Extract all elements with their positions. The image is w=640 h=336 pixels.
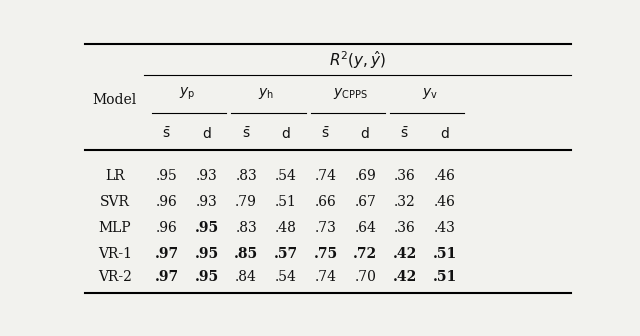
Text: .36: .36 [394, 221, 416, 235]
Text: .57: .57 [274, 247, 298, 261]
Text: .73: .73 [315, 221, 337, 235]
Text: .51: .51 [433, 270, 457, 284]
Text: MLP: MLP [99, 221, 131, 235]
Text: .83: .83 [236, 169, 257, 183]
Text: $R^2(y, \hat{y})$: $R^2(y, \hat{y})$ [329, 49, 387, 71]
Text: SVR: SVR [100, 195, 130, 209]
Text: .95: .95 [195, 247, 218, 261]
Text: .74: .74 [314, 169, 337, 183]
Text: .36: .36 [394, 169, 416, 183]
Text: .51: .51 [275, 195, 297, 209]
Text: .96: .96 [156, 221, 178, 235]
Text: .51: .51 [433, 247, 457, 261]
Text: $\mathrm{d}$: $\mathrm{d}$ [202, 126, 211, 141]
Text: .95: .95 [195, 270, 218, 284]
Text: .75: .75 [314, 247, 337, 261]
Text: $\mathrm{d}$: $\mathrm{d}$ [360, 126, 370, 141]
Text: VR-2: VR-2 [98, 270, 132, 284]
Text: .79: .79 [236, 195, 257, 209]
Text: VR-1: VR-1 [98, 247, 132, 261]
Text: .43: .43 [434, 221, 456, 235]
Text: .85: .85 [234, 247, 258, 261]
Text: .32: .32 [394, 195, 416, 209]
Text: .54: .54 [275, 270, 297, 284]
Text: .84: .84 [236, 270, 257, 284]
Text: .70: .70 [355, 270, 376, 284]
Text: $y_\mathrm{v}$: $y_\mathrm{v}$ [422, 86, 438, 101]
Text: .46: .46 [434, 169, 456, 183]
Text: .72: .72 [353, 247, 377, 261]
Text: .93: .93 [196, 195, 218, 209]
Text: .46: .46 [434, 195, 456, 209]
Text: .97: .97 [155, 247, 179, 261]
Text: LR: LR [105, 169, 125, 183]
Text: .67: .67 [355, 195, 376, 209]
Text: Model: Model [93, 93, 137, 107]
Text: .42: .42 [393, 247, 417, 261]
Text: $\mathrm{d}$: $\mathrm{d}$ [281, 126, 291, 141]
Text: .54: .54 [275, 169, 297, 183]
Text: .69: .69 [355, 169, 376, 183]
Text: .74: .74 [314, 270, 337, 284]
Text: .95: .95 [156, 169, 178, 183]
Text: $y_\mathrm{p}$: $y_\mathrm{p}$ [179, 85, 195, 101]
Text: $y_\mathrm{CPPS}$: $y_\mathrm{CPPS}$ [333, 86, 367, 101]
Text: .66: .66 [315, 195, 337, 209]
Text: .42: .42 [393, 270, 417, 284]
Text: $\bar{\mathrm{s}}$: $\bar{\mathrm{s}}$ [401, 127, 410, 141]
Text: $y_\mathrm{h}$: $y_\mathrm{h}$ [258, 86, 274, 101]
Text: .48: .48 [275, 221, 297, 235]
Text: $\bar{\mathrm{s}}$: $\bar{\mathrm{s}}$ [242, 127, 251, 141]
Text: .93: .93 [196, 169, 218, 183]
Text: .97: .97 [155, 270, 179, 284]
Text: .96: .96 [156, 195, 178, 209]
Text: $\mathrm{d}$: $\mathrm{d}$ [440, 126, 449, 141]
Text: $\bar{\mathrm{s}}$: $\bar{\mathrm{s}}$ [163, 127, 172, 141]
Text: .83: .83 [236, 221, 257, 235]
Text: $\bar{\mathrm{s}}$: $\bar{\mathrm{s}}$ [321, 127, 330, 141]
Text: .95: .95 [195, 221, 218, 235]
Text: .64: .64 [355, 221, 376, 235]
